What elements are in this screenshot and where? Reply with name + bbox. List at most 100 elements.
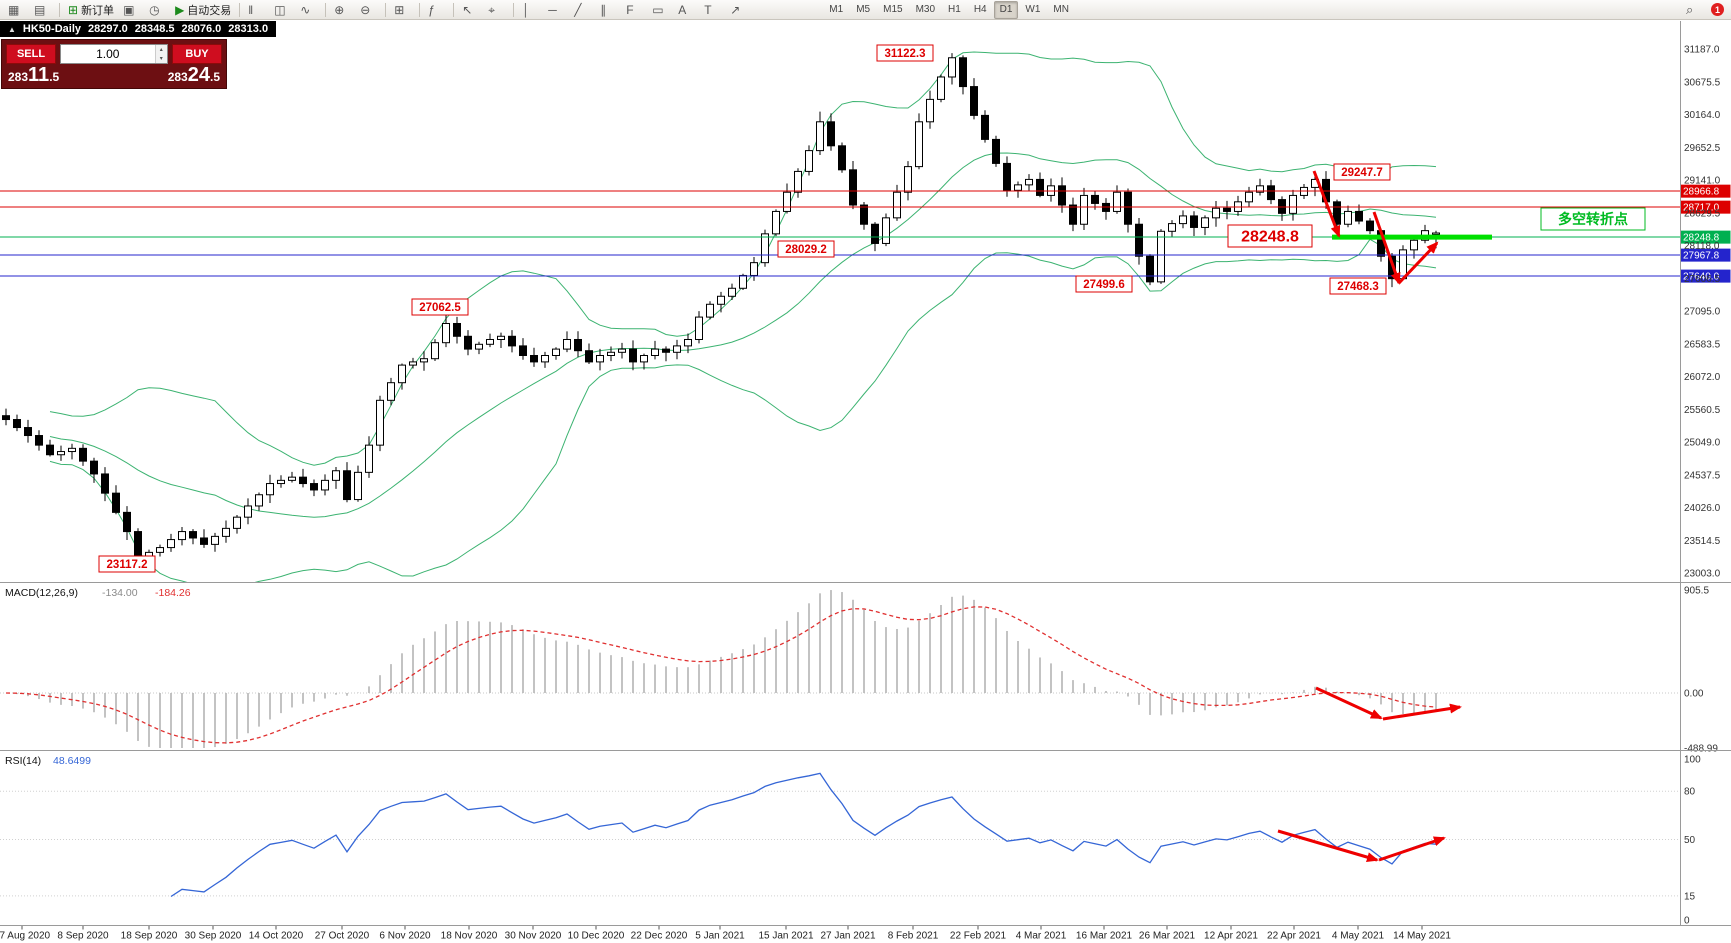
timeframe-M1[interactable]: M1 [829, 4, 844, 15]
price-callout-27062.5[interactable]: 27062.5 [411, 298, 469, 316]
trend-arrow[interactable] [1397, 241, 1439, 285]
time-axis[interactable]: 27 Aug 2020 8 Sep 2020 18 Sep 2020 30 Sep 2… [0, 926, 1451, 942]
svg-text:多空转折点: 多空转折点 [1558, 211, 1628, 227]
svg-text:23117.2: 23117.2 [107, 559, 148, 571]
svg-text:50: 50 [1684, 835, 1696, 846]
price-callout-23117.2[interactable]: 23117.2 [98, 555, 156, 573]
annotation-label[interactable]: 多空转折点 [1540, 207, 1646, 231]
price-tag-28248.8: 28248.8 [1680, 230, 1731, 244]
svg-text:27468.3: 27468.3 [1337, 281, 1379, 293]
timeframe-M30[interactable]: M30 [915, 4, 936, 15]
svg-text:28966.8: 28966.8 [1683, 187, 1720, 198]
notification-badge[interactable]: 1 [1711, 3, 1724, 16]
new-order-button[interactable]: ⊞ 新订单 [64, 0, 118, 19]
svg-text:18 Nov 2020: 18 Nov 2020 [441, 931, 498, 942]
svg-text:31122.3: 31122.3 [885, 48, 926, 60]
trend-arrow[interactable] [1372, 211, 1401, 285]
svg-text:29141.0: 29141.0 [1684, 176, 1721, 187]
bar-chart-type-button[interactable]: ‖ [244, 0, 269, 19]
svg-text:4 May 2021: 4 May 2021 [1332, 931, 1385, 942]
lot-decrease-icon[interactable]: ▾ [159, 56, 163, 62]
horizontal-line-tool-button[interactable]: ─ [544, 0, 569, 19]
fibonacci-tool-button[interactable]: F [622, 0, 647, 19]
trend-arrow[interactable] [1378, 836, 1446, 862]
profiles-button[interactable]: ▤ [30, 0, 55, 19]
search-button[interactable]: ⌕ [1682, 0, 1707, 19]
rsi-label: RSI(14) 48.6499 [5, 755, 91, 767]
line-chart-type-button[interactable]: ∿ [296, 0, 321, 19]
toolbar-separator [513, 2, 515, 17]
trendline-tool-button[interactable]: ╱ [570, 0, 595, 19]
timeframe-M15[interactable]: M15 [883, 4, 903, 15]
svg-text:-488.99: -488.99 [1684, 744, 1718, 755]
candlestick-chart-type-icon: ◫ [274, 2, 286, 17]
svg-text:24537.5: 24537.5 [1684, 470, 1721, 481]
candles [2, 53, 1440, 566]
crosshair-button[interactable]: ⌖ [484, 0, 509, 19]
price-callout-27468.3[interactable]: 27468.3 [1329, 277, 1387, 295]
trend-arrow[interactable] [1382, 703, 1462, 721]
zoom-out-button[interactable]: ⊖ [356, 0, 381, 19]
svg-text:25560.5: 25560.5 [1684, 405, 1721, 416]
zoom-in-button[interactable]: ⊕ [330, 0, 355, 19]
timeframe-W1[interactable]: W1 [1025, 4, 1041, 15]
buy-price: 283 24.5 [168, 65, 220, 85]
new-order-icon: ⊞ [68, 2, 79, 17]
price-digits: 11 [28, 64, 50, 86]
svg-text:29652.5: 29652.5 [1684, 143, 1721, 154]
shapes-tool-button[interactable]: ▭ [648, 0, 673, 19]
svg-text:905.5: 905.5 [1684, 585, 1709, 596]
price-callout-29247.7[interactable]: 29247.7 [1333, 163, 1391, 181]
price-axis[interactable]: 31187.0 30675.5 30164.0 29652.5 29141.0 28629… [1684, 45, 1721, 927]
svg-text:80: 80 [1684, 787, 1696, 798]
channel-tool-button[interactable]: ∥ [596, 0, 621, 19]
timeframe-M5[interactable]: M5 [856, 4, 871, 15]
buy-button[interactable]: BUY [172, 44, 222, 64]
trend-arrow[interactable] [1315, 686, 1383, 720]
lot-input[interactable] [61, 45, 155, 63]
price-tag-28966.8: 28966.8 [1680, 184, 1731, 198]
price-callout-28248.8[interactable]: 28248.8 [1227, 224, 1313, 248]
svg-text:27640.0: 27640.0 [1683, 272, 1720, 283]
chart-window-button[interactable]: ▣ [119, 0, 144, 19]
price-callout-27499.6[interactable]: 27499.6 [1075, 275, 1133, 293]
price-tag-27967.8: 27967.8 [1680, 248, 1731, 262]
svg-text:27967.8: 27967.8 [1683, 251, 1720, 262]
tile-windows-button[interactable]: ⊞ [390, 0, 415, 19]
auto-trading-button[interactable]: ▶ 自动交易 [171, 0, 235, 19]
svg-text:0.00: 0.00 [1684, 689, 1704, 700]
indicators-button[interactable]: ƒ [424, 0, 449, 19]
timeframe-H4[interactable]: H4 [973, 4, 987, 15]
svg-text:23003.0: 23003.0 [1684, 569, 1721, 580]
high-value: 28348.5 [134, 23, 175, 35]
svg-text:24026.0: 24026.0 [1684, 503, 1721, 514]
sell-button[interactable]: SELL [6, 44, 56, 64]
cursor-button[interactable]: ↖ [458, 0, 483, 19]
lot-increase-icon[interactable]: ▴ [159, 47, 163, 53]
toolbar-separator [385, 2, 387, 17]
arrows-tool-button[interactable]: ↗ [726, 0, 751, 19]
vertical-line-tool-button[interactable]: │ [518, 0, 543, 19]
strategy-tester-button[interactable]: ◷ [145, 0, 170, 19]
trend-arrow[interactable] [1277, 829, 1379, 862]
price-callout-28029.2[interactable]: 28029.2 [777, 240, 835, 258]
text-tool-button[interactable]: A [674, 0, 699, 19]
label-tool-icon: T [704, 2, 712, 17]
svg-text:26072.0: 26072.0 [1684, 372, 1721, 383]
price-callout-31122.3[interactable]: 31122.3 [876, 44, 934, 62]
timeframe-H1[interactable]: H1 [948, 4, 961, 15]
timeframe-MN[interactable]: MN [1053, 4, 1069, 15]
auto-trading-label: 自动交易 [187, 4, 232, 17]
svg-text:27 Oct 2020: 27 Oct 2020 [315, 931, 370, 942]
strategy-tester-icon: ◷ [149, 2, 160, 17]
candlestick-chart-type-button[interactable]: ◫ [270, 0, 295, 19]
svg-text:22 Feb 2021: 22 Feb 2021 [950, 931, 1007, 942]
label-tool-button[interactable]: T [700, 0, 725, 19]
new-chart-button[interactable]: ▦ [4, 0, 29, 19]
svg-text:RSI(14): RSI(14) [5, 755, 41, 767]
timeframe-D1[interactable]: D1 [993, 0, 1019, 19]
svg-text:23514.5: 23514.5 [1684, 536, 1721, 547]
collapse-quote-panel-icon[interactable]: ▲ [8, 24, 16, 34]
trend-arrow[interactable] [1312, 170, 1341, 238]
